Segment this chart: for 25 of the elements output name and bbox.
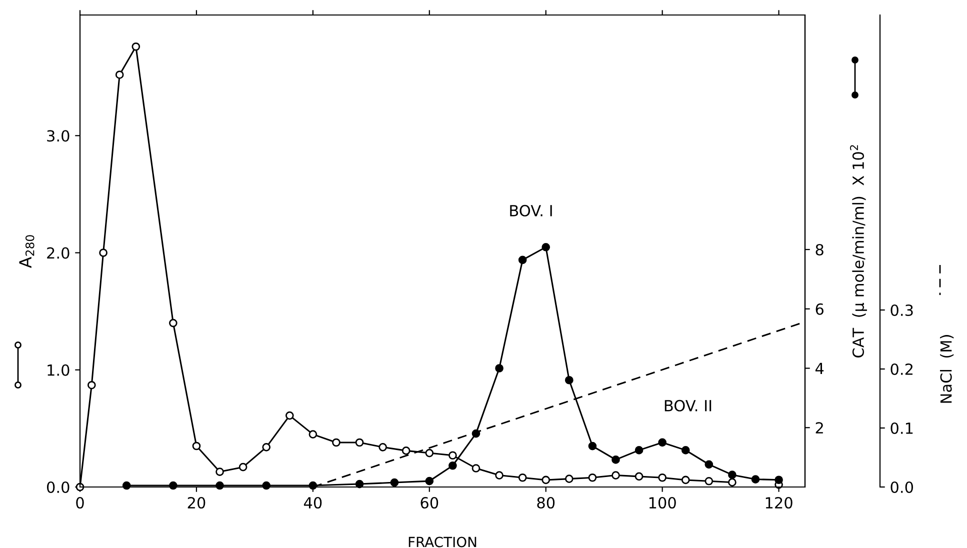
- y-tick-label: 0.0: [46, 481, 70, 494]
- y3-tick-label: 0.1: [890, 422, 913, 434]
- x-axis-title: FRACTION: [408, 536, 476, 548]
- x-tick-label: 0: [76, 496, 84, 509]
- y3-tick-label: 0.2: [890, 363, 912, 376]
- x-tick-label: 40: [304, 496, 322, 509]
- x-tick-label: 120: [766, 496, 792, 509]
- y2-axis-title: CAT (μ mole/min/ml) X 10$^{2}$: [850, 145, 867, 358]
- y2-tick-label: 8: [816, 244, 824, 256]
- x-tick-label: 80: [537, 496, 555, 509]
- annotation: BOV. II: [664, 400, 712, 412]
- x-tick-label: 100: [649, 496, 676, 509]
- y2-tick-label: 6: [816, 303, 824, 315]
- y3-tick-label: 0.0: [890, 481, 914, 494]
- y-axis-title: A$_{280}$: [19, 235, 34, 268]
- y2-tick-label: 2: [816, 422, 823, 434]
- y-tick-label: 3.0: [47, 130, 70, 142]
- x-tick-label: 60: [420, 496, 438, 509]
- y-tick-label: 1.0: [48, 364, 70, 376]
- y3-tick-label: 0.3: [890, 304, 913, 316]
- y-tick-label: 2.0: [47, 247, 70, 259]
- x-tick-label: 20: [188, 496, 206, 509]
- y3-axis-title: NaCl (M): [940, 335, 954, 403]
- annotation: BOV. I: [510, 204, 552, 216]
- y2-tick-label: 4: [815, 362, 824, 374]
